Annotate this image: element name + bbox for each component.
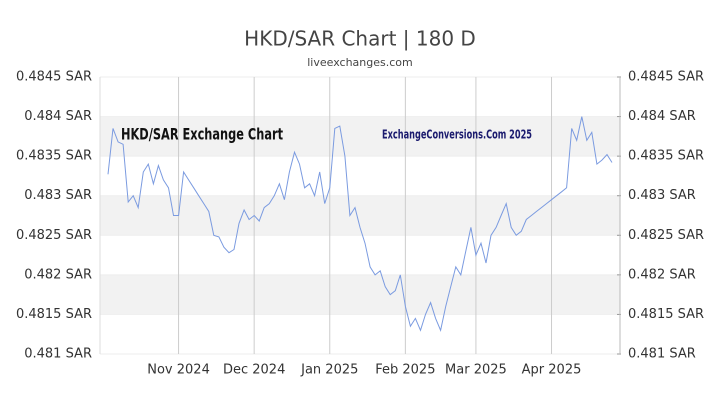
y-tick-label: 0.4835 SAR	[16, 149, 92, 164]
x-tick-label: Feb 2025	[375, 363, 435, 378]
data-line	[107, 116, 613, 332]
y-tick-label: 0.4815 SAR	[16, 307, 92, 322]
y2-tick-label: 0.483 SAR	[628, 188, 696, 203]
y2-tick-label: 0.4815 SAR	[628, 307, 704, 322]
x-tick-label: Apr 2025	[522, 363, 582, 378]
chart-subtitle: liveexchanges.com	[307, 56, 412, 69]
grid-band	[100, 116, 620, 157]
y-tick-label: 0.482 SAR	[24, 267, 92, 282]
x-tick-label: Mar 2025	[445, 363, 507, 378]
annotation: HKD/SAR Exchange Chart	[121, 125, 283, 144]
y-tick-label: 0.4845 SAR	[16, 70, 92, 85]
grid-band	[100, 274, 620, 315]
y2-tick-label: 0.4825 SAR	[628, 228, 704, 243]
chart-title: HKD/SAR Chart | 180 D	[244, 27, 476, 51]
y2-tick-label: 0.482 SAR	[628, 267, 696, 282]
y-tick-label: 0.481 SAR	[24, 347, 92, 362]
x-tick-label: Jan 2025	[300, 363, 358, 378]
y2-tick-label: 0.484 SAR	[628, 109, 696, 124]
y2-tick-label: 0.481 SAR	[628, 347, 696, 362]
y-tick-label: 0.4825 SAR	[16, 228, 92, 243]
y-tick-label: 0.483 SAR	[24, 188, 92, 203]
y2-tick-label: 0.4845 SAR	[628, 70, 704, 85]
y2-tick-label: 0.4835 SAR	[628, 149, 704, 164]
x-tick-label: Nov 2024	[147, 363, 210, 378]
x-tick-label: Dec 2024	[223, 363, 285, 378]
y-tick-label: 0.484 SAR	[24, 109, 92, 124]
annotation: ExchangeConversions.Com 2025	[382, 128, 532, 142]
